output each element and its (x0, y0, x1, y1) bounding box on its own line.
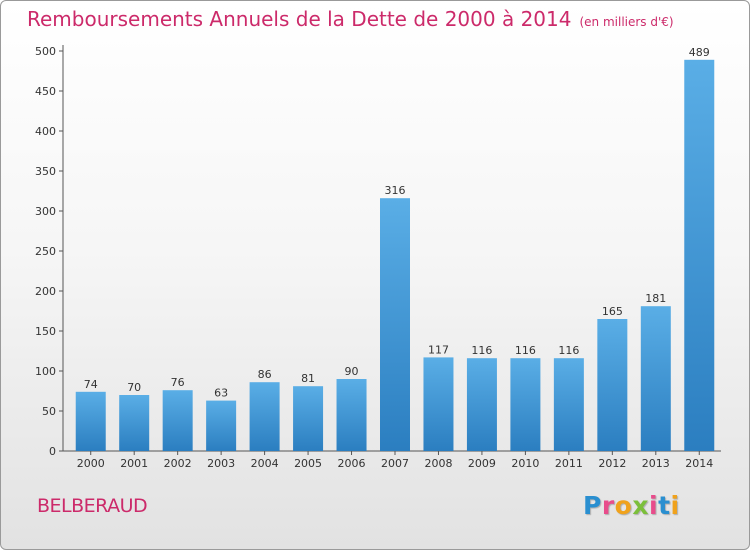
unit-label: (en milliers d'€) (579, 15, 674, 29)
bar-2004 (249, 382, 280, 451)
x-tick-label: 2009 (468, 457, 496, 470)
value-label-2006: 90 (345, 365, 359, 378)
y-tick-label: 200 (35, 285, 56, 298)
value-label-2000: 74 (84, 378, 98, 391)
place-name: BELBERAUD (37, 495, 148, 517)
x-tick-label: 2008 (424, 457, 452, 470)
value-label-2004: 86 (258, 368, 272, 381)
value-label-2002: 76 (171, 376, 185, 389)
logo-letter: i (670, 491, 680, 520)
bar-2001 (119, 395, 150, 451)
x-tick-label: 2012 (598, 457, 626, 470)
y-tick-label: 300 (35, 205, 56, 218)
value-label-2013: 181 (645, 292, 666, 305)
x-tick-label: 2007 (381, 457, 409, 470)
bar-2013 (640, 306, 671, 451)
axes: 0 50 100 150 200 250 300 350 400 450 500 2000 2001 20… (35, 45, 721, 470)
bars (75, 59, 715, 452)
bar-2009 (466, 358, 497, 451)
bar-2014 (684, 59, 715, 452)
bar-2007 (380, 198, 410, 451)
y-tick-label: 150 (35, 325, 56, 338)
logo-letter: P (583, 491, 602, 520)
bar-2010 (510, 358, 541, 451)
chart-title: Remboursements Annuels de la Dette de 20… (27, 7, 674, 31)
x-tick-label: 2011 (555, 457, 583, 470)
x-tick-label: 2013 (642, 457, 670, 470)
value-label-2011: 116 (558, 344, 579, 357)
x-tick-label: 2005 (294, 457, 322, 470)
value-label-2005: 81 (301, 372, 315, 385)
y-tick-label: 100 (35, 365, 56, 378)
x-tick-label: 2003 (207, 457, 235, 470)
value-labels: 74 70 76 63 86 81 90 316 117 116 116 116 165 181 489 (84, 46, 710, 400)
y-tick-label: 350 (35, 165, 56, 178)
value-label-2014: 489 (689, 46, 710, 59)
x-tick-label: 2001 (120, 457, 148, 470)
value-label-2008: 117 (428, 343, 449, 356)
y-tick-label: 250 (35, 245, 56, 258)
y-tick-label: 500 (35, 45, 56, 58)
bar-2000 (75, 391, 106, 451)
x-tick-label: 2000 (77, 457, 105, 470)
logo-letter: o (614, 491, 633, 520)
x-tick-label: 2010 (511, 457, 539, 470)
bar-2011 (553, 358, 584, 451)
proxiti-logo: Proxiti (583, 491, 680, 520)
y-tick-label: 400 (35, 125, 56, 138)
x-tick-label: 2006 (338, 457, 366, 470)
x-tick-label: 2004 (251, 457, 279, 470)
logo-letter: x (632, 491, 649, 520)
logo-letter: r (601, 491, 615, 520)
x-tick-label: 2014 (685, 457, 713, 470)
bar-2005 (293, 386, 324, 451)
value-label-2007: 316 (385, 184, 406, 197)
bar-2006 (336, 379, 367, 451)
value-label-2009: 116 (471, 344, 492, 357)
logo-letter: t (658, 491, 671, 520)
bar-2012 (597, 319, 628, 451)
y-tick-label: 450 (35, 85, 56, 98)
title-text: Remboursements Annuels de la Dette de 20… (27, 7, 572, 31)
bar-2002 (162, 390, 193, 451)
y-tick-label: 50 (42, 405, 56, 418)
value-label-2012: 165 (602, 305, 623, 318)
bar-2008 (423, 357, 454, 451)
logo-letter: i (649, 491, 659, 520)
value-label-2010: 116 (515, 344, 536, 357)
value-label-2001: 70 (127, 381, 141, 394)
bar-2003 (206, 400, 237, 451)
value-label-2003: 63 (214, 387, 228, 400)
x-tick-label: 2002 (164, 457, 192, 470)
y-tick-label: 0 (49, 445, 56, 458)
